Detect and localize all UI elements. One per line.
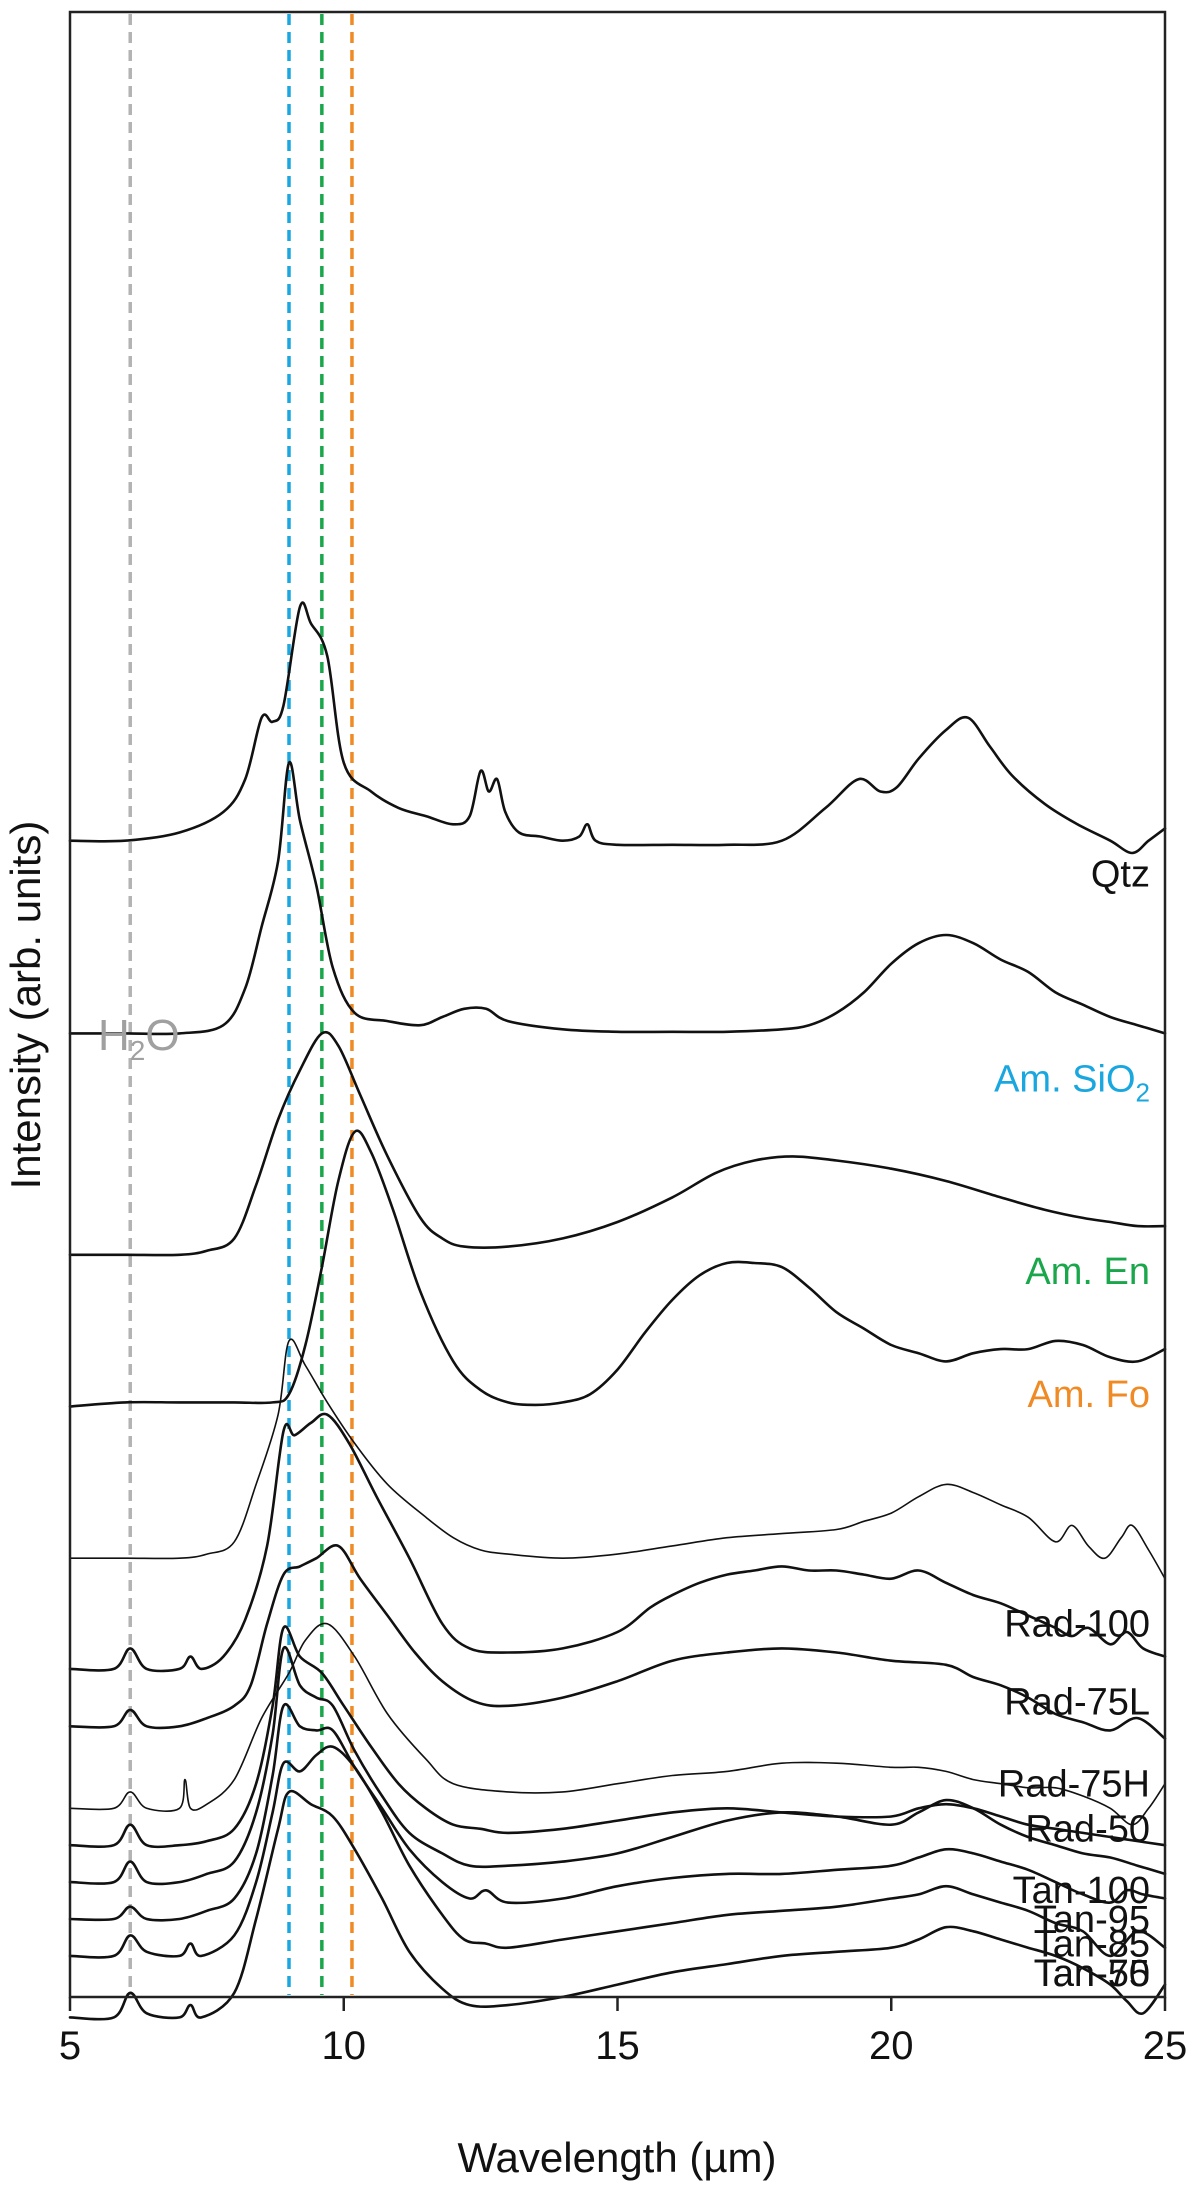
series-label-tan-75: Tan-75 <box>1034 1953 1150 1995</box>
h2o-annotation: H2O <box>98 1011 180 1066</box>
series-label-tan-85: Tan-85 <box>1034 1924 1150 1966</box>
series-line-tan-95 <box>68 1645 1167 1886</box>
x-tick-label-25: 25 <box>1143 2024 1188 2068</box>
series-line-qtz <box>68 601 1167 855</box>
series-line-rad-100 <box>69 1338 1166 1580</box>
series-label-qtz: Qtz <box>1091 853 1150 895</box>
series-line-rad-50 <box>69 1622 1166 1826</box>
series-line-rad-75h <box>68 1544 1167 1740</box>
y-axis-title: Intensity (arb. units) <box>2 821 49 1190</box>
series-line-tan-100 <box>68 1625 1167 1849</box>
reference-lines <box>128 14 354 1995</box>
series-line-rad-75l <box>68 1412 1167 1673</box>
plot-frame <box>68 10 1167 1999</box>
x-tick-label-5: 5 <box>59 2024 81 2068</box>
series-line-am-sio2 <box>68 761 1167 1036</box>
x-axis-tick-labels: 5 10 15 20 25 <box>59 2024 1187 2068</box>
x-tick-label-10: 10 <box>322 2024 367 2068</box>
series-line-am-en <box>68 1030 1167 1257</box>
x-axis-ticks <box>68 1997 1167 2011</box>
series-label-rad-100: Rad-100 <box>1004 1604 1150 1646</box>
series-label-tan-50: Tan-50 <box>1034 1953 1150 1995</box>
series-labels: Qtz Am. SiO2 Am. En Am. Fo Rad-100 Rad-75L Rad… <box>994 853 1150 1995</box>
series-label-am-en: Am. En <box>1025 1251 1150 1293</box>
series-line-tan-75 <box>68 1745 1167 1959</box>
series-label-am-sio2: Am. SiO2 <box>994 1058 1150 1107</box>
x-tick-label-15: 15 <box>595 2024 640 2068</box>
series-label-rad-75l: Rad-75L <box>1004 1682 1150 1724</box>
series-lines <box>68 601 1167 2021</box>
series-label-rad-50: Rad-50 <box>1025 1809 1150 1851</box>
x-axis-title: Wavelength (µm) <box>457 2134 776 2181</box>
x-tick-label-20: 20 <box>869 2024 914 2068</box>
series-label-tan-95: Tan-95 <box>1034 1899 1150 1941</box>
series-label-am-fo: Am. Fo <box>1028 1374 1150 1416</box>
series-line-tan-50 <box>68 1789 1167 2021</box>
series-line-am-fo <box>68 1129 1167 1408</box>
series-label-rad-75h: Rad-75H <box>998 1764 1150 1806</box>
series-label-tan-100: Tan-100 <box>1013 1870 1150 1912</box>
series-line-tan-85 <box>68 1702 1167 1922</box>
